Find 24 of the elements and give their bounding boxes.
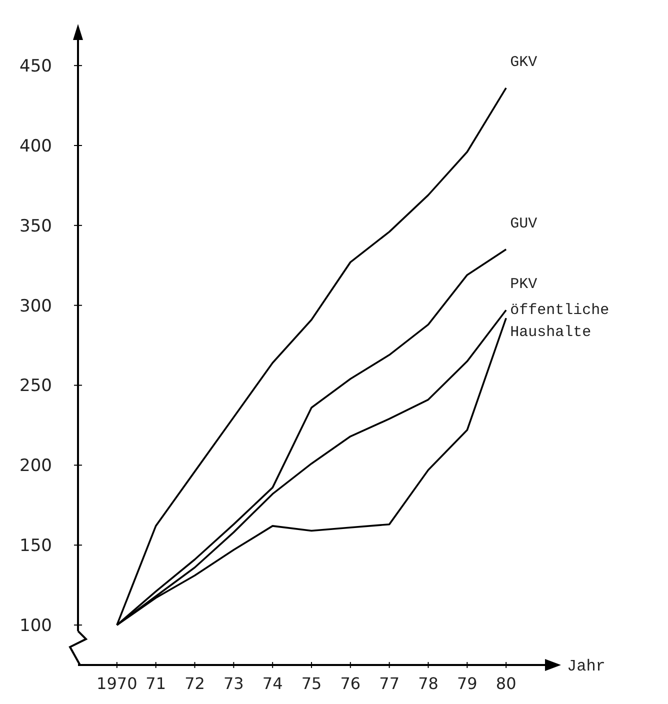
series-label: GKV	[510, 54, 538, 71]
x-tick-label: 71	[146, 674, 166, 693]
x-tick-label: 80	[496, 674, 516, 693]
x-tick-label: 1970	[96, 674, 138, 693]
x-tick-label: 75	[301, 674, 322, 693]
series-label: öffentliche Haushalte	[510, 302, 610, 342]
y-tick-label: 250	[20, 376, 52, 396]
x-tick-label: 72	[184, 674, 205, 693]
series-label: PKV	[510, 276, 538, 294]
x-tick-label: 73	[223, 674, 244, 693]
y-tick-label: 400	[20, 136, 52, 156]
x-tick-label: 78	[418, 674, 438, 693]
x-tick-label: 74	[262, 674, 283, 693]
y-tick-label: 450	[20, 56, 52, 77]
x-tick-label: 77	[379, 674, 400, 693]
x-tick-label: 79	[456, 674, 478, 693]
y-tick-label: 200	[20, 456, 52, 476]
y-tick-label: 350	[20, 216, 52, 236]
y-tick-label: 300	[20, 296, 52, 316]
y-tick-label: 150	[20, 536, 52, 556]
x-axis-title: Jahr	[567, 658, 606, 676]
x-tick-label: 76	[340, 674, 361, 693]
series-label: GUV	[510, 215, 538, 232]
y-tick-label: 100	[20, 616, 52, 636]
